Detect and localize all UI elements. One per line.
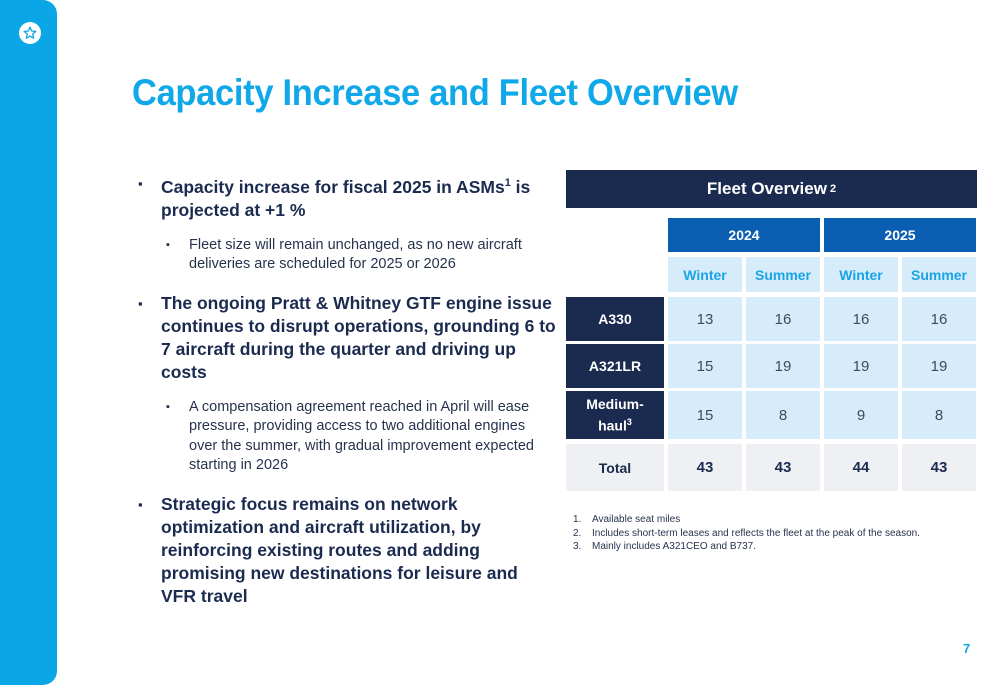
table-cell: 19 xyxy=(824,344,898,388)
table-cell: 15 xyxy=(668,391,742,439)
table-cell: 16 xyxy=(746,297,820,341)
table-cell: 16 xyxy=(824,297,898,341)
season-header-winter: Winter xyxy=(668,257,742,292)
page-title: Capacity Increase and Fleet Overview xyxy=(132,72,738,113)
footnotes: 1. Available seat miles 2. Includes short-… xyxy=(573,513,920,554)
total-cell: 43 xyxy=(668,444,742,491)
table-cell: 19 xyxy=(902,344,976,388)
side-accent-bar xyxy=(0,0,57,685)
footnote-text: Includes short-term leases and reflects … xyxy=(592,527,920,539)
total-cell: 44 xyxy=(824,444,898,491)
sub-bullet-fleet-size: Fleet size will remain unchanged, as no … xyxy=(164,236,556,275)
bullet-capacity-text: Capacity increase for fiscal 2025 in ASM… xyxy=(161,176,505,197)
bullet-gtf-engine: The ongoing Pratt & Whitney GTF engine i… xyxy=(136,292,556,384)
table-cell: 16 xyxy=(902,297,976,341)
table-cell: 19 xyxy=(746,344,820,388)
footnote-text: Available seat miles xyxy=(592,514,681,525)
footnote-2: 2. Includes short-term leases and reflect… xyxy=(573,527,920,541)
footnote-ref-1: 1 xyxy=(504,177,511,189)
bullet-capacity: Capacity increase for fiscal 2025 in ASM… xyxy=(136,172,556,222)
table-cell: 13 xyxy=(668,297,742,341)
fleet-overview-header: Fleet Overview 2 xyxy=(566,170,977,208)
bullet-capacity-tail: is projected at +1 % xyxy=(161,176,531,220)
footnote-number: 1. xyxy=(573,514,582,525)
table-cell: 8 xyxy=(902,391,976,439)
row-label: Medium-haul3 xyxy=(566,391,664,439)
season-header-summer: Summer xyxy=(746,257,820,292)
table-cell: 15 xyxy=(668,344,742,388)
bullet-list: Capacity increase for fiscal 2025 in ASM… xyxy=(136,172,556,622)
footnote-ref-3: 3 xyxy=(626,417,632,428)
footnote-1: 1. Available seat miles xyxy=(573,513,920,527)
table-cell: 9 xyxy=(824,391,898,439)
page-number: 7 xyxy=(963,641,971,656)
year-header-2025: 2025 xyxy=(824,218,976,252)
footnote-number: 2. xyxy=(573,527,582,539)
footnote-number: 3. xyxy=(573,541,582,552)
footnote-3: 3. Mainly includes A321CEO and B737. xyxy=(573,540,920,554)
row-label: A321LR xyxy=(566,344,664,388)
table-cell: 8 xyxy=(746,391,820,439)
row-label-total: Total xyxy=(566,444,664,491)
season-header-summer: Summer xyxy=(902,257,976,292)
star-logo-icon xyxy=(19,22,41,44)
sub-bullet-compensation: A compensation agreement reached in Apri… xyxy=(164,398,556,476)
footnote-text: Mainly includes A321CEO and B737. xyxy=(592,541,756,552)
footnote-ref-2: 2 xyxy=(829,183,837,195)
fleet-overview-title: Fleet Overview xyxy=(706,179,827,198)
row-label: A330 xyxy=(566,297,664,341)
total-cell: 43 xyxy=(746,444,820,491)
bullet-strategic-focus: Strategic focus remains on network optim… xyxy=(136,493,556,608)
season-header-winter: Winter xyxy=(824,257,898,292)
total-cell: 43 xyxy=(902,444,976,491)
year-header-2024: 2024 xyxy=(668,218,820,252)
